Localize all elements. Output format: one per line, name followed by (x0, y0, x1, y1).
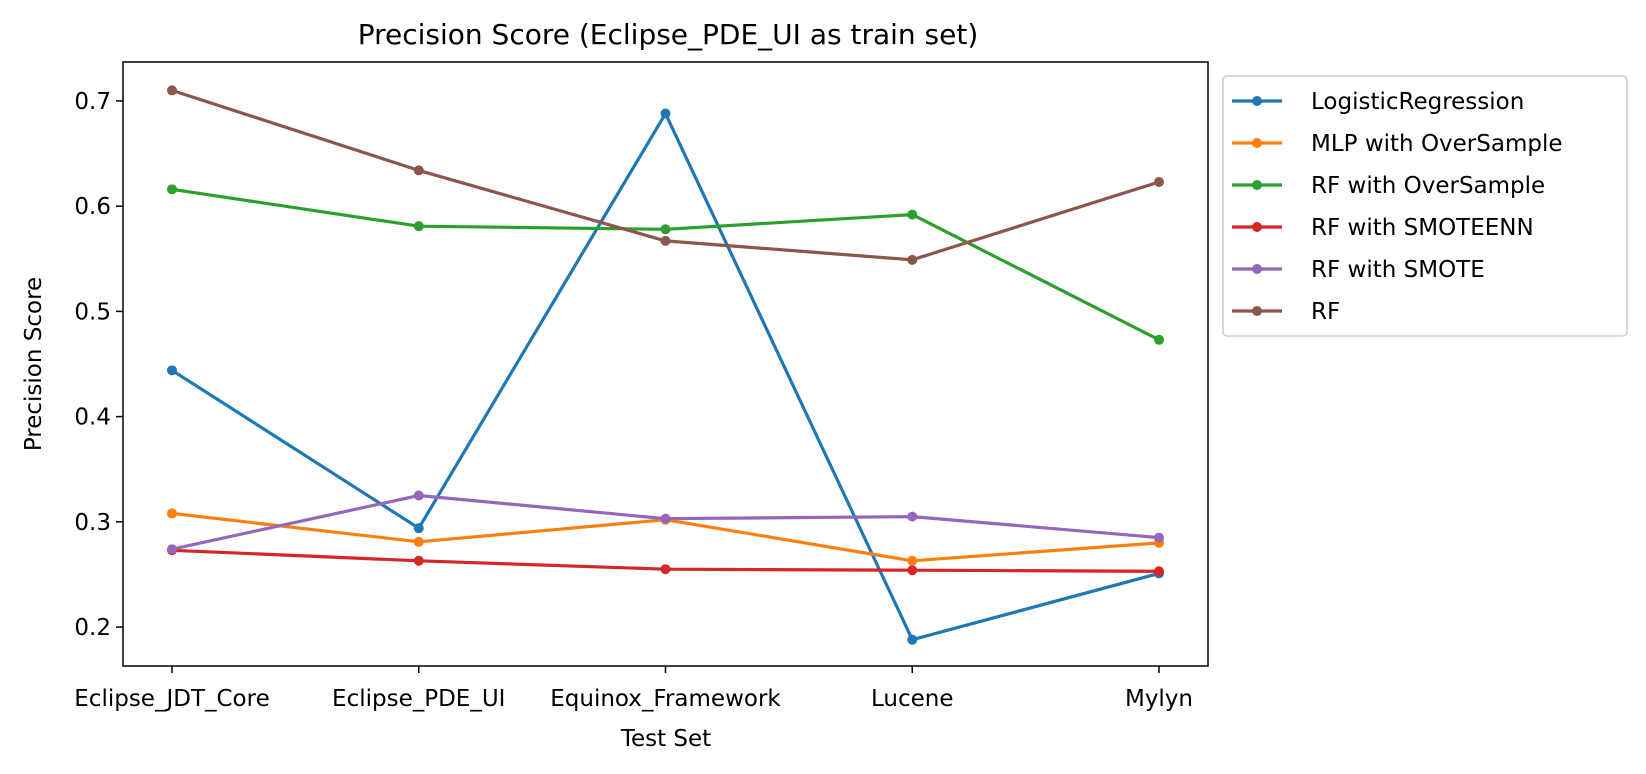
data-point (167, 85, 177, 96)
legend: LogisticRegression MLP with OverSample RF … (1222, 75, 1628, 337)
data-point (413, 165, 424, 176)
series-6 (167, 85, 1164, 265)
legend-swatch-marker (1252, 138, 1262, 148)
series-lines (167, 85, 1164, 645)
data-point (167, 184, 177, 195)
data-point (1154, 566, 1164, 577)
legend-swatch-marker (1252, 180, 1262, 190)
legend-swatch-marker (1252, 222, 1262, 232)
y-tick-label: 0.2 (74, 615, 111, 641)
y-axis-ticks: 0.2 0.3 0.4 0.5 0.6 0.7 (74, 89, 123, 641)
data-point (413, 490, 424, 501)
legend-label: RF with SMOTE (1311, 257, 1485, 283)
plot-area-frame (122, 61, 1209, 667)
y-axis-label: Precision Score (21, 277, 47, 451)
data-point (167, 544, 177, 555)
data-point (413, 523, 424, 534)
data-point (413, 536, 424, 547)
data-point (413, 555, 424, 566)
data-point (660, 513, 671, 524)
data-point (907, 565, 918, 576)
data-point (907, 511, 918, 522)
x-tick-label: Equinox_Framework (550, 686, 781, 712)
legend-label: RF with SMOTEENN (1311, 215, 1534, 241)
x-tick-label: Eclipse_JDT_Core (74, 686, 269, 712)
x-axis-label: Test Set (620, 726, 711, 752)
data-point (1154, 532, 1164, 543)
legend-swatch-marker (1252, 264, 1262, 274)
legend-label: RF with OverSample (1311, 173, 1545, 199)
legend-entry: RF with SMOTE (1232, 257, 1485, 283)
legend-label: RF (1311, 299, 1340, 325)
data-point (660, 235, 671, 246)
x-tick-label: Lucene (871, 686, 954, 712)
legend-entry: RF with SMOTEENN (1232, 215, 1534, 241)
data-point (167, 365, 177, 376)
data-point (1154, 176, 1164, 187)
y-tick-label: 0.4 (74, 405, 111, 431)
legend-swatch-marker (1252, 306, 1262, 316)
data-point (660, 224, 671, 235)
series-3 (167, 184, 1164, 345)
x-tick-label: Mylyn (1125, 686, 1193, 712)
data-point (907, 634, 918, 645)
legend-entry: RF with OverSample (1232, 173, 1545, 199)
data-point (167, 508, 177, 519)
legend-entry: LogisticRegression (1232, 89, 1524, 115)
x-axis-ticks: Eclipse_JDT_Core Eclipse_PDE_UI Equinox_Fr… (74, 666, 1193, 712)
data-point (907, 555, 918, 566)
legend-entry: MLP with OverSample (1232, 131, 1563, 157)
y-tick-label: 0.6 (74, 194, 111, 220)
legend-label: MLP with OverSample (1311, 131, 1563, 157)
legend-swatch-marker (1252, 96, 1262, 106)
legend-entry: RF (1232, 299, 1340, 325)
data-point (907, 209, 918, 220)
data-point (660, 564, 671, 575)
data-point (1154, 334, 1164, 345)
chart-title: Precision Score (Eclipse_PDE_UI as train… (358, 18, 979, 51)
series-5 (167, 490, 1164, 555)
data-point (660, 108, 671, 119)
data-point (907, 254, 918, 265)
y-tick-label: 0.5 (74, 299, 111, 325)
y-tick-label: 0.3 (74, 510, 111, 536)
legend-box (1222, 75, 1628, 337)
x-tick-label: Eclipse_PDE_UI (332, 686, 505, 712)
y-tick-label: 0.7 (74, 89, 111, 115)
legend-label: LogisticRegression (1311, 89, 1524, 115)
data-point (413, 221, 424, 232)
